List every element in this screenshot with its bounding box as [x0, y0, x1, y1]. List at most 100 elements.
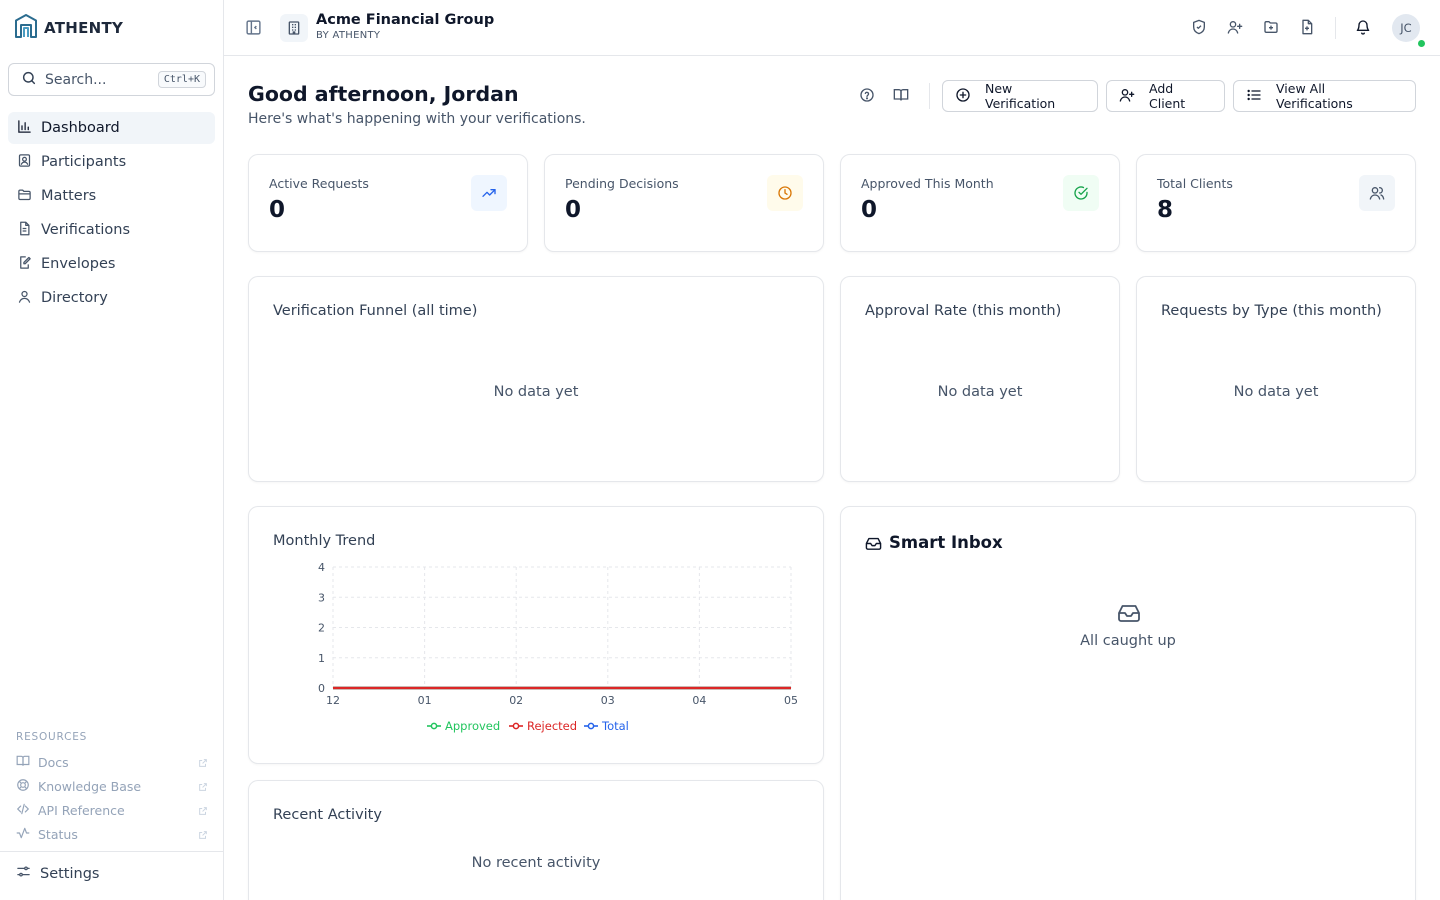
topbar: Acme Financial Group BY ATHENTY JC: [224, 0, 1440, 56]
panel-title: Recent Activity: [273, 807, 382, 823]
resource-api-reference-link[interactable]: API Reference: [16, 800, 208, 820]
sidebar-item-label: Dashboard: [41, 120, 120, 136]
shield-check-icon[interactable]: [1191, 19, 1207, 39]
stat-value: 8: [1157, 197, 1174, 223]
stat-card-approved-this-month[interactable]: Approved This Month 0: [840, 154, 1120, 252]
add-client-button[interactable]: Add Client: [1106, 80, 1225, 112]
settings-label: Settings: [40, 865, 100, 882]
book-icon: [16, 754, 30, 771]
legend-item-approved[interactable]: Approved: [427, 719, 500, 733]
book-open-icon[interactable]: [893, 87, 909, 107]
contact-icon: [17, 153, 32, 172]
resource-label: Status: [38, 826, 78, 842]
folder-plus-icon[interactable]: [1263, 19, 1279, 39]
resource-docs-link[interactable]: Docs: [16, 752, 208, 772]
sidebar-item-directory[interactable]: Directory: [8, 282, 215, 314]
y-tick-label: 2: [318, 622, 325, 635]
x-tick-label: 02: [509, 694, 523, 707]
sliders-icon: [16, 864, 31, 883]
empty-state-text: All caught up: [1080, 633, 1176, 649]
check-circle-icon: [1063, 175, 1099, 211]
stat-card-total-clients[interactable]: Total Clients 8: [1136, 154, 1416, 252]
sidebar-item-label: Envelopes: [41, 256, 116, 272]
resource-label: Knowledge Base: [38, 778, 142, 794]
user-plus-icon: [1119, 87, 1135, 106]
lifebuoy-icon: [16, 778, 30, 795]
settings-button[interactable]: Settings: [16, 864, 99, 883]
legend-item-total[interactable]: Total: [584, 719, 629, 733]
avatar[interactable]: JC: [1392, 14, 1420, 42]
empty-state-text: No data yet: [937, 384, 1023, 400]
empty-state-text: No data yet: [1233, 384, 1319, 400]
view-all-label: View All Verifications: [1276, 81, 1353, 111]
view-all-verifications-button[interactable]: View All Verifications: [1233, 80, 1416, 112]
header-divider: [929, 83, 930, 109]
document-icon: [17, 221, 32, 240]
sidebar: ATHENTY Search... Ctrl+K Dashboard Parti…: [0, 0, 224, 900]
stat-label: Approved This Month: [861, 176, 994, 191]
add-client-label: Add Client: [1149, 81, 1186, 111]
legend-marker-icon: [584, 722, 598, 730]
brand[interactable]: ATHENTY: [14, 14, 123, 42]
sidebar-item-label: Participants: [41, 154, 127, 170]
empty-state-text: No recent activity: [471, 855, 601, 871]
folder-icon: [17, 187, 32, 206]
empty-state-text: No data yet: [493, 384, 579, 400]
plus-circle-icon: [955, 87, 971, 106]
y-tick-label: 1: [318, 652, 325, 665]
panel-title: Verification Funnel (all time): [273, 303, 478, 319]
org-name[interactable]: Acme Financial Group: [316, 12, 495, 28]
x-tick-label: 04: [692, 694, 706, 707]
y-tick-label: 3: [318, 591, 325, 604]
org-building-icon[interactable]: [280, 14, 308, 42]
brand-name: ATHENTY: [44, 19, 124, 37]
smart-inbox-panel: Smart Inbox All caught up: [840, 506, 1416, 900]
sidebar-item-envelopes[interactable]: Envelopes: [8, 248, 215, 280]
topbar-divider: [1335, 17, 1336, 39]
y-tick-label: 0: [318, 682, 325, 695]
panel-title: Monthly Trend: [273, 533, 376, 549]
help-circle-icon[interactable]: [859, 87, 875, 107]
search-input[interactable]: Search... Ctrl+K: [8, 63, 215, 96]
user-plus-icon[interactable]: [1227, 19, 1243, 39]
resource-knowledge-base-link[interactable]: Knowledge Base: [16, 776, 208, 796]
search-icon: [21, 70, 37, 90]
requests-by-type-panel: Requests by Type (this month) No data ye…: [1136, 276, 1416, 482]
sidebar-toggle-icon[interactable]: [245, 19, 262, 40]
trending-up-icon: [471, 175, 507, 211]
new-verification-button[interactable]: New Verification: [942, 80, 1098, 112]
file-plus-icon[interactable]: [1299, 19, 1315, 39]
stat-label: Pending Decisions: [565, 176, 679, 191]
sidebar-item-label: Verifications: [41, 222, 131, 238]
stat-value: 0: [269, 197, 286, 223]
search-shortcut: Ctrl+K: [157, 71, 206, 88]
new-verification-label: New Verification: [985, 81, 1056, 111]
legend-label: Approved: [445, 719, 501, 733]
legend-label: Total: [602, 719, 629, 733]
sidebar-item-label: Directory: [41, 290, 108, 306]
sidebar-item-dashboard[interactable]: Dashboard: [8, 112, 215, 144]
page-title: Good afternoon, Jordan: [248, 82, 519, 106]
resource-status-link[interactable]: Status: [16, 824, 208, 844]
legend-item-rejected[interactable]: Rejected: [509, 719, 577, 733]
signature-icon: [17, 255, 32, 274]
external-link-icon: [198, 828, 208, 843]
stat-card-pending-decisions[interactable]: Pending Decisions 0: [544, 154, 824, 252]
panel-title: Approval Rate (this month): [865, 303, 1062, 319]
legend-label: Rejected: [527, 719, 578, 733]
recent-activity-panel: Recent Activity No recent activity: [248, 780, 824, 900]
stat-card-active-requests[interactable]: Active Requests 0: [248, 154, 528, 252]
athenty-logo-icon: [14, 13, 38, 43]
resource-label: Docs: [38, 754, 69, 770]
verification-funnel-panel: Verification Funnel (all time) No data y…: [248, 276, 824, 482]
sidebar-item-participants[interactable]: Participants: [8, 146, 215, 178]
bell-icon[interactable]: [1355, 19, 1371, 39]
legend-marker-icon: [427, 722, 441, 730]
activity-icon: [16, 826, 30, 843]
user-icon: [17, 289, 32, 308]
sidebar-item-matters[interactable]: Matters: [8, 180, 215, 212]
sidebar-item-verifications[interactable]: Verifications: [8, 214, 215, 246]
stat-value: 0: [565, 197, 582, 223]
x-tick-label: 12: [326, 694, 340, 707]
